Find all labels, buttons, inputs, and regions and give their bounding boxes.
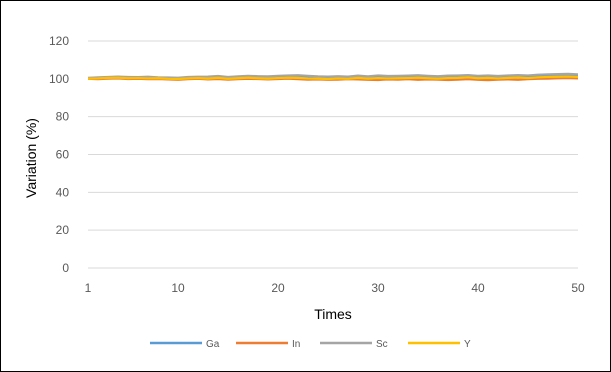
x-tick-label: 1 bbox=[85, 281, 92, 295]
y-tick-label: 120 bbox=[49, 34, 69, 48]
x-axis-title: Times bbox=[314, 306, 352, 322]
legend-label-ga: Ga bbox=[206, 339, 220, 350]
x-axis-ticks: 1 10 20 30 40 50 bbox=[85, 281, 585, 295]
legend-label-sc: Sc bbox=[376, 339, 388, 350]
legend: Ga In Sc Y bbox=[150, 339, 471, 350]
x-tick-label: 20 bbox=[271, 281, 285, 295]
legend-label-in: In bbox=[292, 339, 300, 350]
series-line-y bbox=[87, 75, 579, 81]
y-tick-label: 100 bbox=[49, 72, 69, 86]
y-tick-label: 60 bbox=[56, 148, 70, 162]
x-tick-label: 50 bbox=[571, 281, 585, 295]
y-axis-title: Variation (%) bbox=[23, 118, 39, 198]
series-line-sc bbox=[87, 72, 579, 79]
y-axis-ticks: 0 20 40 60 80 100 120 bbox=[49, 34, 69, 275]
legend-label-y: Y bbox=[464, 339, 471, 350]
x-tick-label: 10 bbox=[171, 281, 185, 295]
y-tick-label: 40 bbox=[56, 185, 70, 199]
y-tick-label: 20 bbox=[56, 223, 70, 237]
series-lines bbox=[87, 72, 579, 82]
x-tick-label: 30 bbox=[371, 281, 385, 295]
y-tick-label: 0 bbox=[62, 261, 69, 275]
x-tick-label: 40 bbox=[471, 281, 485, 295]
y-tick-label: 80 bbox=[56, 110, 70, 124]
